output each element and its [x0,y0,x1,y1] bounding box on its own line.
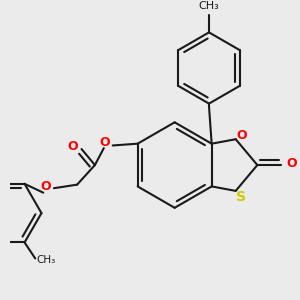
Text: O: O [99,136,110,149]
Text: O: O [287,157,297,170]
Text: S: S [236,190,246,204]
Text: CH₃: CH₃ [36,255,56,265]
Text: CH₃: CH₃ [199,1,219,11]
Text: O: O [67,140,78,153]
Text: O: O [40,180,51,193]
Text: O: O [237,129,247,142]
